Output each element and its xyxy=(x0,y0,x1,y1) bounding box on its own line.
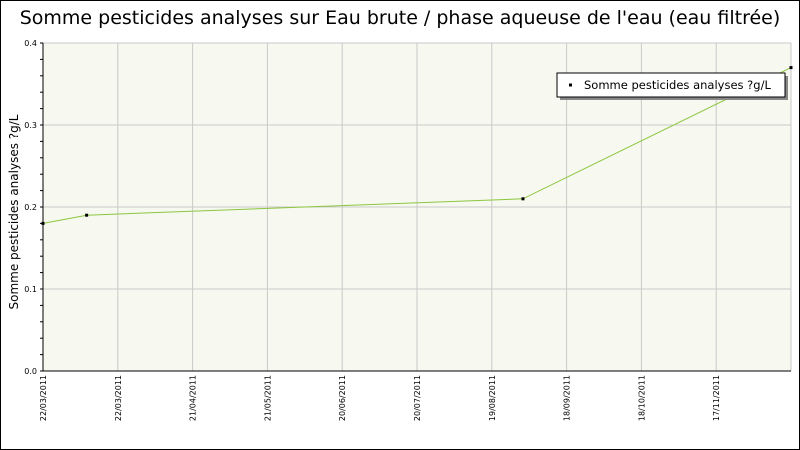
data-point[interactable] xyxy=(789,66,793,70)
y-tick-label: 0.1 xyxy=(24,285,37,294)
x-tick-label: 21/04/2011 xyxy=(189,375,198,421)
y-tick-label: 0.3 xyxy=(24,121,37,130)
legend-label: Somme pesticides analyses ?g/L xyxy=(584,78,771,92)
legend-marker xyxy=(569,83,572,87)
x-tick-label: 20/06/2011 xyxy=(338,375,347,421)
legend[interactable]: Somme pesticides analyses ?g/L xyxy=(556,72,788,100)
x-tick-label: 21/05/2011 xyxy=(263,375,272,421)
y-tick-label: 0.2 xyxy=(24,203,37,212)
series-layer xyxy=(41,66,793,225)
y-tick-label: 0.4 xyxy=(24,39,37,48)
y-tick-labels: 0.0 0.1 0.2 0.3 0.4 xyxy=(24,39,37,376)
y-axis-label: Somme pesticides analyses ?g/L xyxy=(7,114,21,309)
data-point[interactable] xyxy=(521,197,525,201)
x-tick-label: 22/03/2011 xyxy=(39,375,48,421)
x-tick-label: 19/08/2011 xyxy=(488,375,497,421)
x-tick-label: 18/09/2011 xyxy=(563,375,572,421)
y-minor-ticks xyxy=(40,42,43,372)
legend-box xyxy=(556,72,786,98)
x-tick-label: 20/07/2011 xyxy=(413,375,422,421)
x-tick-labels: 22/03/2011 22/03/2011 21/04/2011 21/05/2011… xyxy=(39,375,721,421)
data-point[interactable] xyxy=(85,213,89,217)
y-tick-label: 0.0 xyxy=(24,367,37,376)
chart-title: Somme pesticides analyses sur Eau brute … xyxy=(19,7,781,29)
x-tick-label: 18/10/2011 xyxy=(637,375,646,421)
x-tick-label: 17/11/2011 xyxy=(712,375,721,421)
x-tick-label: 22/03/2011 xyxy=(114,375,123,421)
series-line xyxy=(42,67,792,224)
data-point[interactable] xyxy=(41,221,45,225)
